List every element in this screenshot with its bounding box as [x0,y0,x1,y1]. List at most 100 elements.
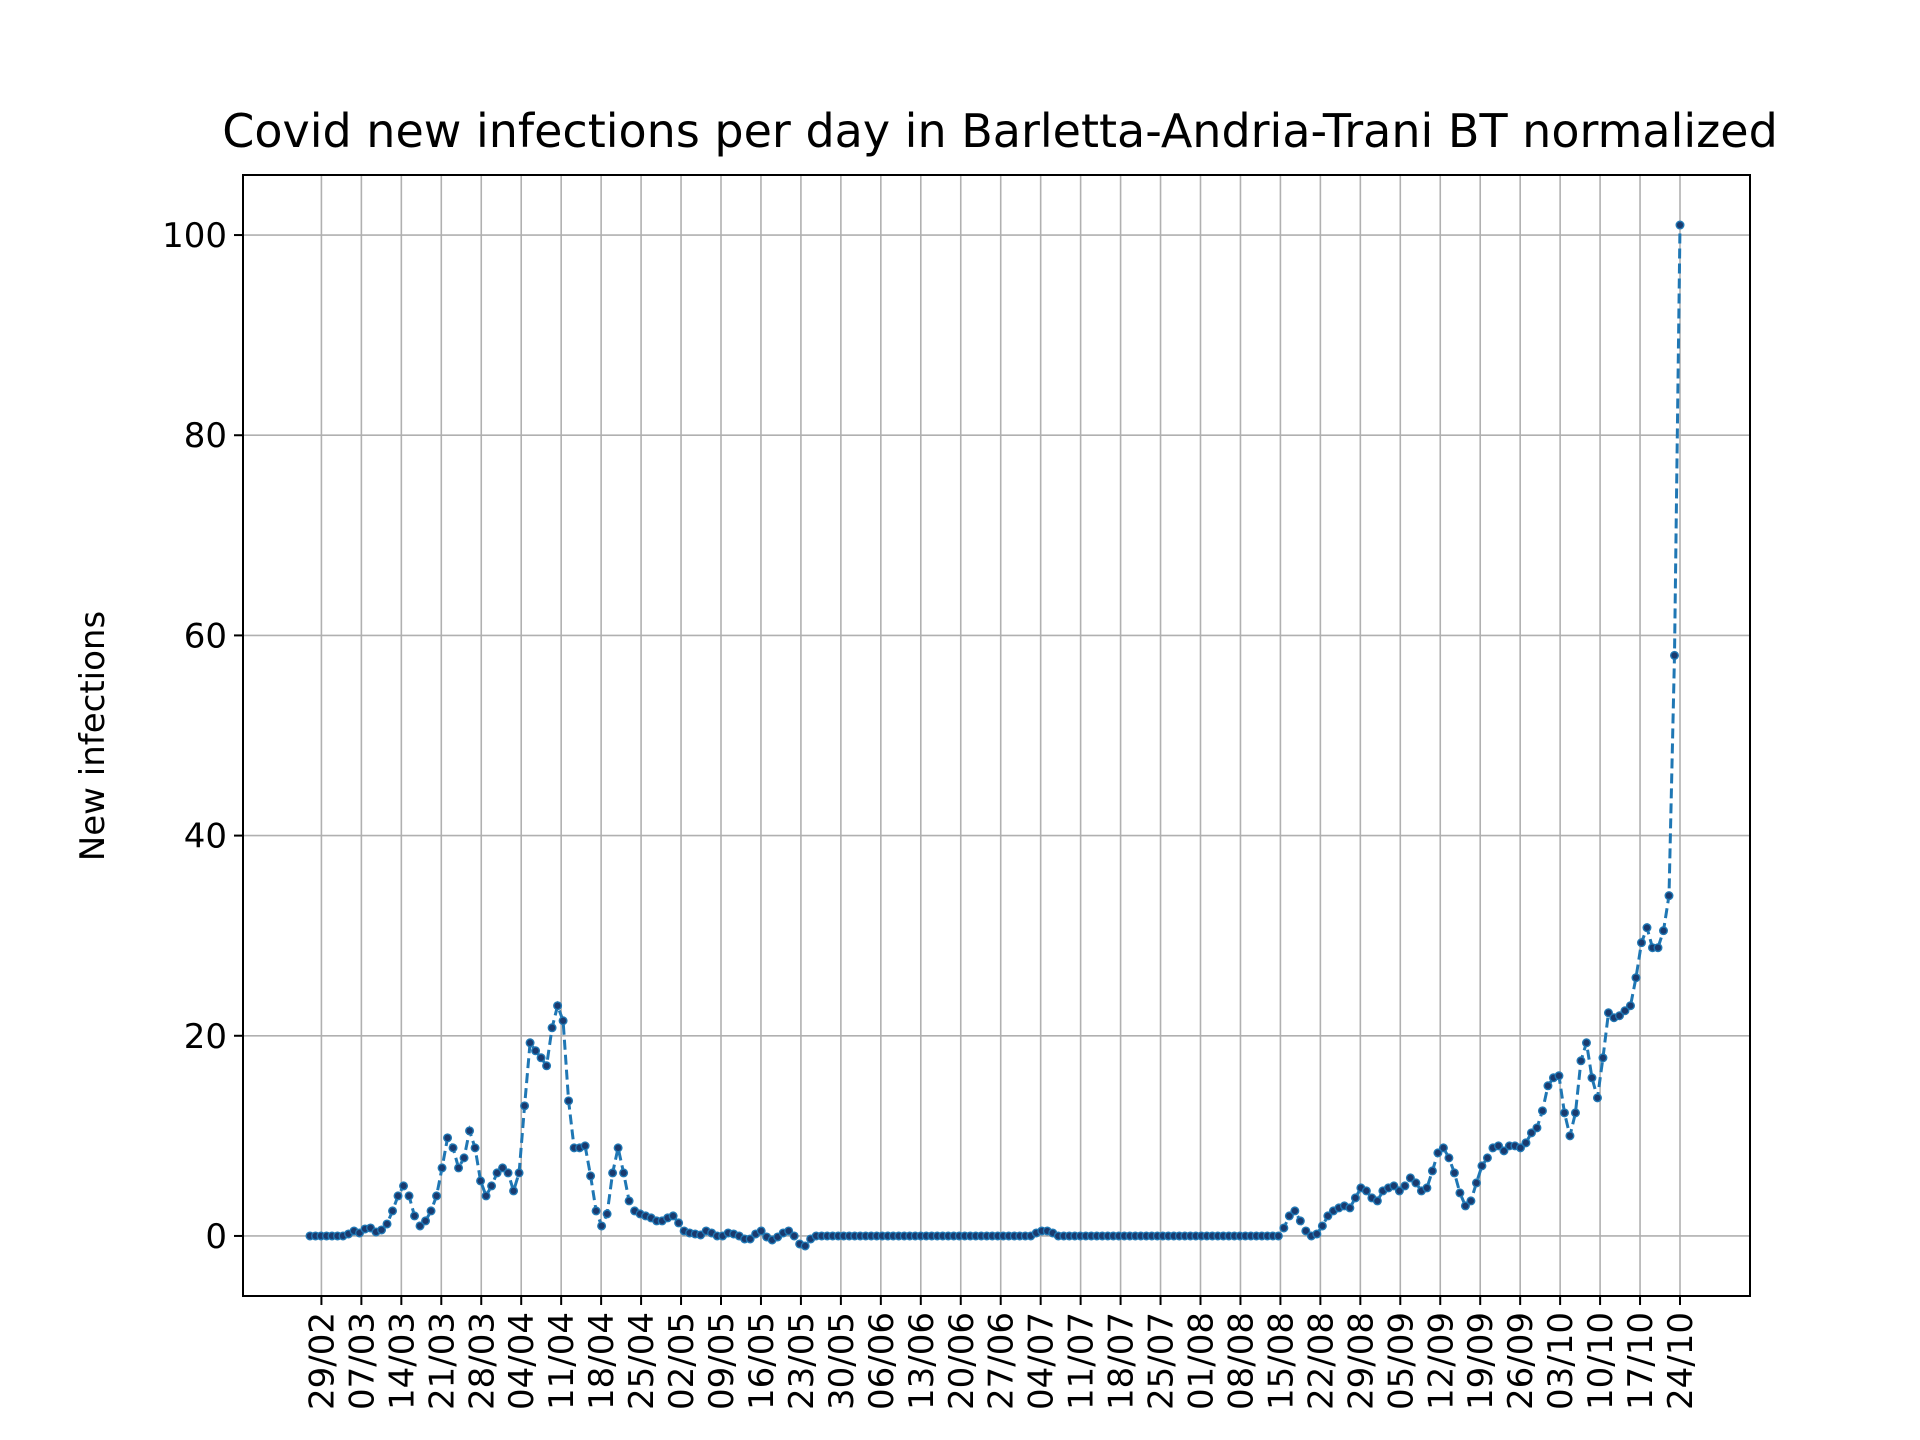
data-point [509,1186,519,1196]
data-point [1394,1186,1404,1196]
data-point [1411,1178,1421,1188]
data-point [382,1219,392,1229]
data-point [1273,1231,1283,1241]
y-tick-label: 80 [184,416,227,456]
y-axis: 0 20 40 60 80 100 [162,216,243,1257]
x-tick-label: 12/09 [1421,1312,1461,1410]
series-layer [305,220,1685,1251]
data-point [619,1168,629,1178]
data-point [1345,1203,1355,1213]
data-point [1422,1183,1432,1193]
x-tick-label: 03/10 [1541,1312,1581,1410]
data-point [1565,1131,1575,1141]
data-point [1317,1221,1327,1231]
data-point [1592,1093,1602,1103]
data-point [586,1171,596,1181]
x-tick-label: 29/08 [1341,1312,1381,1410]
y-tick-label: 60 [184,616,227,656]
data-point [1614,1011,1624,1021]
x-tick-label: 30/05 [822,1312,862,1410]
data-point [1279,1223,1289,1233]
data-point [674,1218,684,1228]
x-tick-label: 16/05 [742,1312,782,1410]
data-point [1350,1193,1360,1203]
x-tick-label: 20/06 [942,1312,982,1410]
x-tick-label: 11/07 [1062,1312,1102,1410]
data-point [1438,1143,1448,1153]
x-tick-label: 09/05 [702,1312,742,1410]
y-tick-label: 100 [162,216,227,256]
data-point [1400,1181,1410,1191]
x-tick-label: 25/07 [1142,1312,1182,1410]
data-point [1323,1211,1333,1221]
x-tick-label: 27/06 [982,1312,1022,1410]
x-tick-label: 10/10 [1581,1312,1621,1410]
series-line [310,225,1682,1248]
data-point [1466,1196,1476,1206]
x-tick-label: 21/03 [422,1312,462,1410]
data-point [377,1225,387,1235]
data-point [745,1234,755,1244]
x-tick-label: 04/07 [1022,1312,1062,1410]
data-point [1669,650,1679,660]
data-point [1581,1038,1591,1048]
data-point [613,1143,623,1153]
data-point [1515,1143,1525,1153]
data-point [1284,1211,1294,1221]
x-tick-label: 25/04 [622,1312,662,1410]
data-point [1653,943,1663,953]
data-point [1389,1181,1399,1191]
data-point [487,1181,497,1191]
data-point [1427,1166,1437,1176]
data-point [1636,938,1646,948]
data-point [1290,1206,1300,1216]
data-point [1532,1123,1542,1133]
y-axis-label: New infections [73,611,113,861]
data-point [1405,1173,1415,1183]
data-point [756,1226,766,1236]
x-tick-label: 18/04 [582,1312,622,1410]
data-point [476,1176,486,1186]
data-point [459,1153,469,1163]
data-point [421,1216,431,1226]
x-tick-label: 29/02 [302,1312,342,1410]
x-tick-label: 13/06 [902,1312,942,1410]
data-point [1460,1201,1470,1211]
data-point [1433,1148,1443,1158]
data-point [415,1221,425,1231]
data-point [410,1211,420,1221]
data-point [1482,1153,1492,1163]
x-tick-label: 06/06 [862,1312,902,1410]
data-point [1477,1161,1487,1171]
data-point [404,1191,414,1201]
data-point [481,1191,491,1201]
data-point [1526,1128,1536,1138]
data-point [1658,926,1668,936]
data-point [525,1038,535,1048]
data-point [492,1168,502,1178]
y-tick-label: 20 [184,1017,227,1057]
data-point [558,1016,568,1026]
data-point [388,1206,398,1216]
data-point [597,1221,607,1231]
x-tick-label: 14/03 [382,1312,422,1410]
data-point [1664,891,1674,901]
data-point [1301,1226,1311,1236]
x-tick-label: 01/08 [1182,1312,1222,1410]
x-tick-label: 19/09 [1461,1312,1501,1410]
data-point [1499,1146,1509,1156]
data-point [1543,1081,1553,1091]
data-point [1444,1153,1454,1163]
x-tick-label: 22/08 [1301,1312,1341,1410]
data-point [1295,1216,1305,1226]
axes-frame [242,174,1751,1297]
x-axis: 29/02 07/03 14/03 21/03 28/03 04/04 11/04 18/04… [302,1296,1701,1410]
x-tick-label: 23/05 [782,1312,822,1410]
data-point [443,1133,453,1143]
x-tick-label: 02/05 [662,1312,702,1410]
data-point [393,1191,403,1201]
data-point [547,1023,557,1033]
data-point [580,1141,590,1151]
